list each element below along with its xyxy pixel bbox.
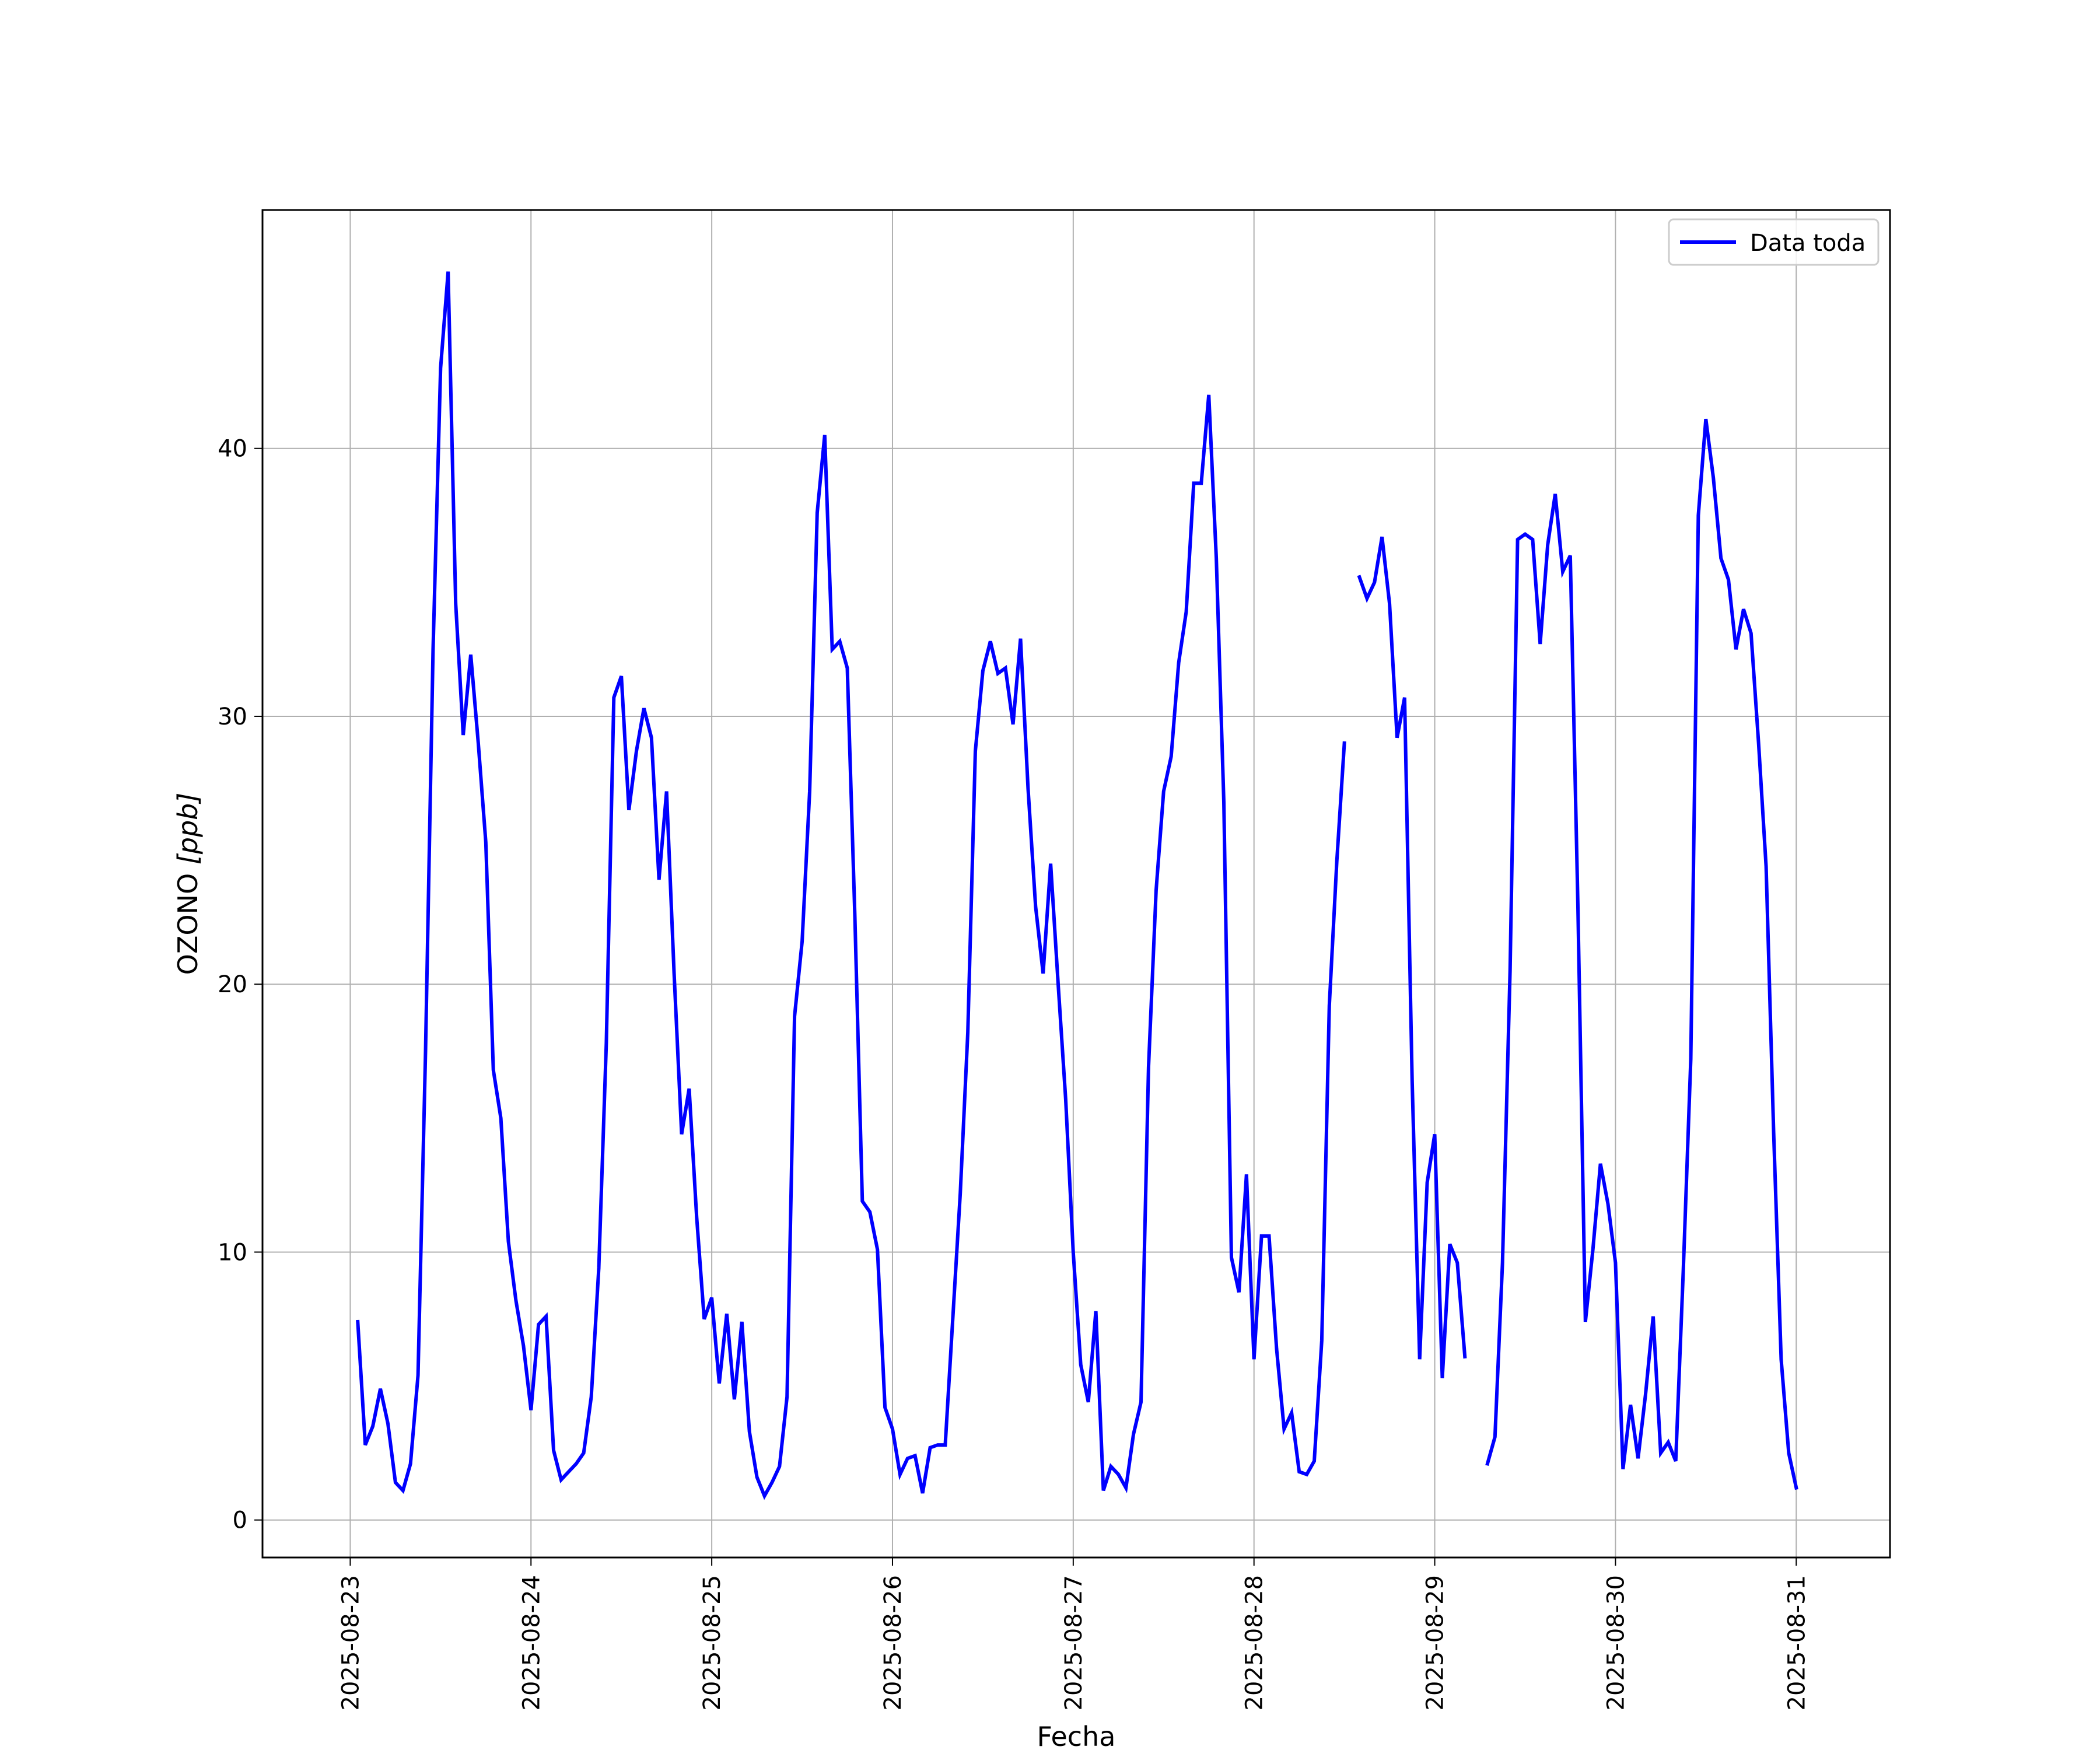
- x-tick-label: 2025-08-28: [1241, 1575, 1268, 1710]
- x-tick-label: 2025-08-23: [337, 1575, 364, 1710]
- series-line-data-toda: [1357, 536, 1467, 1378]
- x-tick-label: 2025-08-27: [1060, 1575, 1087, 1710]
- x-tick-label: 2025-08-30: [1602, 1575, 1629, 1710]
- x-tick-label: 2025-08-31: [1783, 1575, 1810, 1710]
- y-tick-label: 20: [218, 971, 247, 998]
- series-line-data-toda: [356, 271, 1346, 1500]
- x-axis: 2025-08-23 2025-08-24 2025-08-25 2025-08-26…: [337, 1558, 1810, 1710]
- y-tick-label: 0: [233, 1507, 247, 1534]
- y-axis-label-main: OZONO: [172, 864, 204, 975]
- legend: Data toda: [1668, 218, 1880, 266]
- legend-box: [1668, 218, 1880, 266]
- x-tick-label: 2025-08-26: [880, 1575, 907, 1710]
- series-line-data-toda: [1485, 418, 1798, 1490]
- y-tick-label: 40: [218, 436, 247, 463]
- x-tick-label: 2025-08-24: [518, 1575, 545, 1710]
- x-axis-label: Fecha: [1037, 1721, 1116, 1750]
- x-tick-label: 2025-08-25: [699, 1575, 726, 1710]
- y-axis-label: OZONO [ppb]: [172, 793, 204, 975]
- x-tick-label: 2025-08-29: [1422, 1575, 1449, 1710]
- axes-frame: [261, 209, 1891, 1559]
- legend-label: Data toda: [1750, 230, 1866, 257]
- y-axis: 0 10 20 30 40: [218, 436, 262, 1534]
- y-tick-label: 10: [218, 1239, 247, 1266]
- grid: [262, 210, 1890, 1558]
- plot-area: [356, 271, 1798, 1500]
- y-axis-label-unit: [ppb]: [172, 793, 204, 865]
- y-tick-label: 30: [218, 704, 247, 730]
